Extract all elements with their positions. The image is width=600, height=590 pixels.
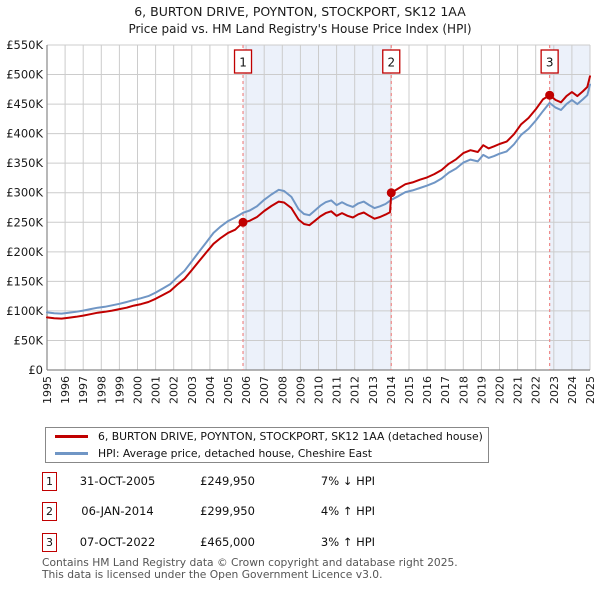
y-axis-tick-label: £100K <box>6 304 43 318</box>
sale-point-marker <box>238 217 248 227</box>
x-axis-tick-label: 2006 <box>240 376 253 404</box>
y-axis-tick-label: £250K <box>6 215 43 229</box>
chart-legend: 6, BURTON DRIVE, POYNTON, STOCKPORT, SK1… <box>45 427 489 463</box>
transaction-3-date: 07-OCT-2022 <box>79 535 156 549</box>
legend-label-property: 6, BURTON DRIVE, POYNTON, STOCKPORT, SK1… <box>98 430 483 443</box>
transaction-1-date: 31-OCT-2005 <box>79 474 156 488</box>
x-axis-tick-label: 2015 <box>403 376 416 404</box>
y-axis-tick-label: £450K <box>6 97 43 111</box>
page-title: 6, BURTON DRIVE, POYNTON, STOCKPORT, SK1… <box>134 4 466 19</box>
hpi-average-line <box>46 83 591 315</box>
transaction-row-2: 2 06-JAN-2014 £299,950 4% ↑ HPI <box>0 502 600 522</box>
transaction-3-price: £465,000 <box>200 535 255 549</box>
x-axis-tick-label: 2019 <box>475 376 488 404</box>
x-axis-tick-label: 2011 <box>331 376 344 404</box>
sale-point-marker <box>386 188 396 198</box>
page-subtitle: Price paid vs. HM Land Registry's House … <box>128 22 472 36</box>
x-axis-tick-label: 2014 <box>385 376 398 404</box>
transaction-1-price: £249,950 <box>200 474 255 488</box>
legend-item-property: 6, BURTON DRIVE, POYNTON, STOCKPORT, SK1… <box>46 428 488 445</box>
x-axis-tick-label: 2021 <box>512 376 525 404</box>
x-axis-tick-label: 2012 <box>349 376 362 404</box>
x-axis-tick-label: 1996 <box>59 376 72 404</box>
x-axis-tick-label: 2013 <box>367 376 380 404</box>
y-axis-tick-label: £550K <box>6 38 43 52</box>
x-axis-tick-label: 2003 <box>186 376 199 404</box>
x-axis-tick-label: 2023 <box>548 376 561 404</box>
x-axis-tick-label: 2000 <box>132 376 145 404</box>
x-axis-tick-label: 2004 <box>204 376 217 404</box>
x-axis-tick-label: 2005 <box>222 376 235 404</box>
x-axis-tick-label: 1999 <box>113 376 126 404</box>
footer-line-1: Contains HM Land Registry data © Crown c… <box>42 556 458 569</box>
y-axis-tick-label: £500K <box>6 68 43 82</box>
chart-title-block: 6, BURTON DRIVE, POYNTON, STOCKPORT, SK1… <box>0 3 600 38</box>
price-history-chart: £0 £50K £100K £150K £200K £250K £300K £350K £400… <box>6 38 597 404</box>
transaction-3-marker: 3 <box>42 533 57 552</box>
x-axis-tick-label: 2025 <box>584 376 597 404</box>
sale-number-label: 3 <box>546 56 554 70</box>
sale-point-marker <box>545 90 555 100</box>
hpi-line-swatch <box>55 452 88 455</box>
x-axis-tick-label: 2020 <box>494 376 507 404</box>
footer-line-2: This data is licensed under the Open Gov… <box>42 567 383 581</box>
x-axis-tick-label: 2010 <box>313 376 326 404</box>
transaction-3-hpi-delta: 3% ↑ HPI <box>320 535 376 549</box>
sale-number-box <box>382 49 401 74</box>
legend-label-hpi: HPI: Average price, detached house, Ches… <box>98 447 372 460</box>
transaction-row-3: 3 07-OCT-2022 £465,000 3% ↑ HPI <box>0 533 600 553</box>
y-axis-tick-label: £350K <box>6 156 43 170</box>
x-axis-tick-label: 2001 <box>150 376 163 404</box>
y-axis-tick-label: £200K <box>6 245 43 259</box>
sale-number-box <box>233 49 253 74</box>
x-axis-tick-label: 1998 <box>95 376 108 404</box>
sale-number-label: 1 <box>239 56 247 70</box>
property-line-swatch <box>55 435 88 438</box>
transaction-2-price: £299,950 <box>200 504 255 518</box>
x-axis-tick-label: 2016 <box>421 376 434 404</box>
y-axis-tick-label: £50K <box>14 333 44 347</box>
x-axis-tick-label: 1995 <box>41 376 54 404</box>
sale-number-label: 2 <box>387 56 395 70</box>
transaction-2-hpi-delta: 4% ↑ HPI <box>320 504 376 518</box>
property-price-line <box>46 75 591 320</box>
transaction-row-1: 1 31-OCT-2005 £249,950 7% ↓ HPI <box>0 472 600 492</box>
y-axis-tick-label: £300K <box>6 186 43 200</box>
y-axis-tick-label: £0 <box>28 363 43 377</box>
x-axis-tick-label: 2007 <box>258 376 271 404</box>
x-axis-tick-label: 2024 <box>566 376 579 404</box>
transaction-1-hpi-delta: 7% ↓ HPI <box>320 474 376 488</box>
x-axis-tick-label: 2017 <box>439 376 452 404</box>
x-axis-tick-label: 2008 <box>276 376 289 404</box>
legend-item-hpi: HPI: Average price, detached house, Ches… <box>46 445 488 462</box>
transaction-2-date: 06-JAN-2014 <box>81 504 154 518</box>
y-axis-tick-label: £150K <box>6 274 43 288</box>
x-axis-tick-label: 2002 <box>168 376 181 404</box>
transaction-1-marker: 1 <box>42 472 57 491</box>
sale-number-box <box>540 49 559 74</box>
license-footer: Contains HM Land Registry data © Crown c… <box>42 557 458 580</box>
transaction-2-marker: 2 <box>42 502 57 521</box>
x-axis-tick-label: 2022 <box>530 376 543 404</box>
x-axis-tick-label: 2018 <box>457 376 470 404</box>
x-axis-tick-label: 2009 <box>294 376 307 404</box>
x-axis-tick-label: 1997 <box>77 376 90 404</box>
y-axis-tick-label: £400K <box>6 127 43 141</box>
